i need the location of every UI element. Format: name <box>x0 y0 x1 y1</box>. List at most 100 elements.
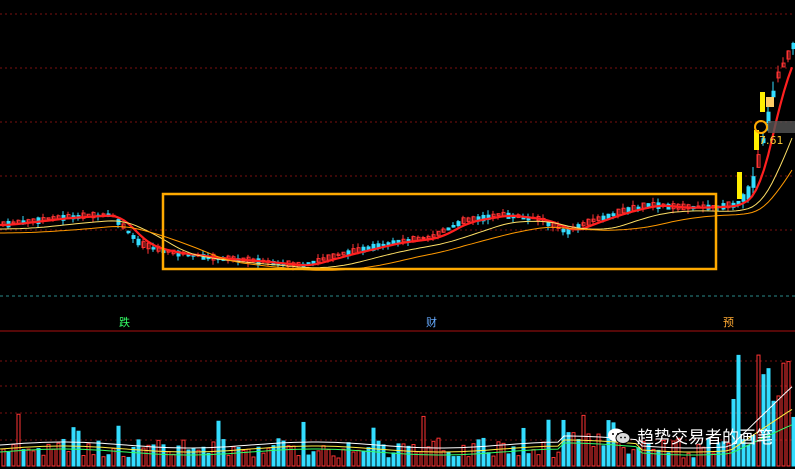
candle-body <box>151 247 156 250</box>
volume-bar <box>96 440 101 467</box>
volume-bar <box>621 447 626 467</box>
volume-ma-3 <box>0 424 793 456</box>
candle-body <box>726 201 731 209</box>
volume-bar <box>391 452 396 467</box>
volume-bar <box>376 440 381 467</box>
volume-bar <box>781 362 786 467</box>
volume-bar <box>491 455 496 467</box>
candle-body <box>456 221 461 227</box>
candle-body <box>126 230 131 234</box>
volume-bar <box>11 444 16 467</box>
volume-bar <box>231 446 236 467</box>
volume-bar <box>601 445 606 467</box>
volume-bar <box>411 444 416 467</box>
volume-bar <box>146 444 151 467</box>
volume-bar <box>606 420 611 467</box>
volume-bar <box>406 445 411 467</box>
volume-bar <box>161 444 166 467</box>
volume-bar <box>726 442 731 467</box>
volume-bar <box>656 449 661 467</box>
volume-bar <box>221 439 226 467</box>
volume-bar <box>241 449 246 467</box>
volume-bar <box>531 449 536 467</box>
candle-body <box>421 236 426 240</box>
volume-bar <box>466 456 471 467</box>
volume-bar <box>551 457 556 467</box>
volume-bar <box>26 448 31 467</box>
candle-body <box>441 228 446 233</box>
volume-bar <box>786 361 791 467</box>
volume-bar <box>51 448 56 467</box>
volume-bar <box>341 448 346 467</box>
candle-body <box>496 213 501 216</box>
volume-bar <box>586 433 591 467</box>
candle-body <box>91 211 96 219</box>
volume-bar <box>181 439 186 467</box>
volume-bar <box>756 354 761 467</box>
volume-bar <box>171 453 176 467</box>
volume-bar <box>386 457 391 467</box>
volume-bar <box>701 446 706 467</box>
volume-bar <box>661 439 666 467</box>
volume-bar <box>501 442 506 467</box>
candle-body <box>786 50 791 60</box>
volume-bar <box>751 435 756 467</box>
volume-bar <box>76 430 81 467</box>
volume-bar <box>126 456 131 467</box>
volume-bar <box>41 454 46 467</box>
candle-body <box>446 227 451 231</box>
volume-bar <box>336 457 341 467</box>
volume-bar <box>226 454 231 467</box>
breakout-bar <box>760 92 765 112</box>
volume-bar <box>276 438 281 467</box>
volume-bar <box>401 443 406 467</box>
breakout-bar <box>754 130 759 150</box>
candle-body <box>336 253 341 256</box>
volume-bar <box>91 454 96 467</box>
candlestick-series <box>1 41 795 271</box>
volume-bar <box>86 443 91 467</box>
candle-body <box>386 242 391 246</box>
volume-bar <box>441 450 446 467</box>
volume-bar <box>421 415 426 467</box>
volume-bar <box>306 454 311 467</box>
volume-bar <box>61 438 66 467</box>
volume-bar <box>261 452 266 467</box>
volume-bar <box>21 449 26 467</box>
volume-bar <box>66 451 71 467</box>
volume-bar <box>636 447 641 467</box>
volume-ma-2 <box>0 408 793 453</box>
volume-bar <box>671 440 676 467</box>
volume-bar <box>776 395 781 467</box>
volume-bar <box>31 450 36 467</box>
event-marker-fall: 跌 <box>119 316 130 329</box>
volume-bar <box>486 452 491 467</box>
volume-bar <box>191 448 196 467</box>
candle-body <box>316 258 321 263</box>
candle-body <box>431 234 436 238</box>
volume-bar <box>596 433 601 467</box>
volume-bar <box>206 452 211 467</box>
volume-bar <box>731 398 736 467</box>
candle-body <box>491 213 496 218</box>
volume-bar <box>71 427 76 467</box>
watermark: 趋势交易者的画笔 <box>607 423 773 448</box>
volume-bar <box>571 432 576 467</box>
candle-body <box>141 241 146 248</box>
candle-body <box>121 223 126 229</box>
ma-long-line <box>0 169 793 271</box>
volume-bar <box>631 449 636 467</box>
candle-body <box>741 194 746 202</box>
grid-lines <box>0 13 795 441</box>
candle-body <box>601 215 606 221</box>
breakout-circle <box>754 120 768 134</box>
volume-bar <box>591 446 596 467</box>
candle-body <box>781 62 786 68</box>
volume-bar <box>516 455 521 467</box>
volume-bar <box>371 427 376 467</box>
volume-bar <box>791 416 795 467</box>
candle-body <box>461 217 466 225</box>
volume-bar <box>281 440 286 467</box>
price-tag-bg <box>768 121 795 133</box>
event-marker-finance: 财 <box>426 316 437 329</box>
